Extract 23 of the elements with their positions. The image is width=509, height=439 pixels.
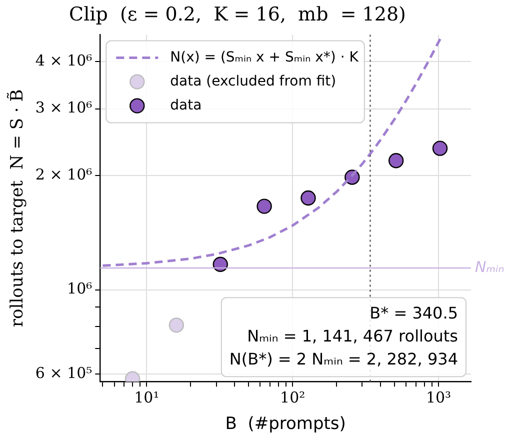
annotation: B* = 340.5	[370, 303, 458, 322]
point	[256, 198, 272, 214]
legend-label: N(x) = (Sₘᵢₙ x + Sₘᵢₙ x*) · K	[170, 49, 360, 66]
x-tick-label: 10¹	[134, 388, 160, 406]
legend-label: data (excluded from fit)	[170, 73, 336, 90]
chart-title: Clip (ε = 0.2, K = 16, mb = 128)	[69, 3, 406, 26]
y-tick-label: 2 × 10⁶	[35, 165, 92, 184]
point	[212, 256, 228, 272]
y-tick-label: 4 × 10⁶	[35, 51, 92, 70]
y-tick-label: 10⁶	[67, 280, 92, 298]
y-tick-label: 3 × 10⁶	[35, 98, 92, 117]
ref-line-label: Nₘᵢₙ	[475, 258, 504, 276]
point	[388, 153, 404, 168]
x-axis-title: B (#prompts)	[225, 414, 346, 434]
x-tick-label: 10³	[426, 388, 452, 406]
y-axis-title: rollouts to target N = S · B̃	[6, 89, 28, 328]
legend-label: data	[170, 97, 202, 114]
annotation: N(B*) = 2 Nₘᵢₙ = 2, 282, 934	[229, 349, 458, 368]
point	[432, 140, 448, 156]
annotation: Nₘᵢₙ = 1, 141, 467 rollouts	[247, 326, 458, 346]
x-tick-label: 10²	[280, 388, 306, 406]
point	[300, 190, 316, 206]
y-tick-label: 6 × 10⁵	[35, 364, 92, 382]
